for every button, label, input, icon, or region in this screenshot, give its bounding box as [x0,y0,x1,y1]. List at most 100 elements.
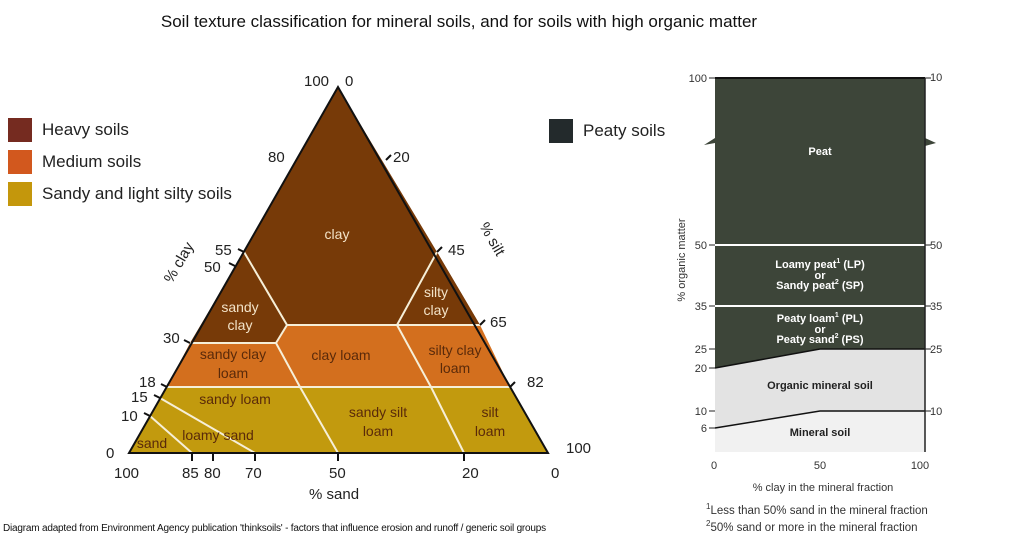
legend-item-peaty: Peaty soils [549,119,665,143]
label-clay-loam: clay loam [311,347,370,363]
footnote-2: 250% sand or more in the mineral fractio… [706,519,918,534]
region-sandy-clay-loam [167,343,300,387]
xtick-100: 100 [911,460,929,472]
region-silty-clay-loam [397,325,510,387]
footnote-marker: 2 [706,519,711,528]
ytick-20: 20 [695,363,707,375]
legend-item-heavy: Heavy soils [8,114,232,146]
label-sandy-clay-1: sandy [221,299,258,315]
y-axis-label: % organic matter [676,218,688,301]
band-label-organic-mineral: Organic mineral soil [767,380,873,392]
band-label-peaty-loam: Peaty loam1 (PL) [777,312,864,325]
tick-silt-0: 0 [345,73,353,90]
footnote-marker: 1 [706,502,711,511]
soil-legend: Heavy soils Medium soils Sandy and light… [8,114,232,210]
region-silty-clay [397,252,480,325]
band-label-mineral: Mineral soil [790,427,851,439]
tick-clay-55: 55 [215,242,232,259]
axis-label-sand: % sand [309,486,359,503]
tick-sand-85: 85 [182,465,199,482]
tick-clay-0: 0 [106,445,114,462]
tick-clay-10: 10 [121,408,138,425]
footnote-text: 50% sand or more in the mineral fraction [710,521,918,534]
tick-sand-50: 50 [329,465,346,482]
ytick-35: 35 [695,301,707,313]
label-loamy-sand: loamy sand [182,427,254,443]
label-silty-clay-2: clay [424,302,449,318]
ytick-right-10: 10 [930,406,942,418]
legend-label: Medium soils [42,152,142,171]
label-silt-loam-1: silt [481,404,498,420]
footnote-text: Less than 50% sand in the mineral fracti… [710,504,928,517]
label-sandy-clay-loam-2: loam [218,365,248,381]
ytick-25: 25 [695,344,707,356]
ytick-100: 100 [689,73,707,85]
band-label-sandy-peat: Sandy peat2 (SP) [776,279,864,292]
page-title: Soil texture classification for mineral … [160,12,758,31]
band-label-peaty-sand: Peaty sand2 (PS) [776,333,863,346]
band-organic-mineral [715,349,925,428]
source-caption: Diagram adapted from Environment Agency … [3,523,546,534]
tick-clay-50: 50 [204,259,221,276]
tick-clay-15: 15 [131,389,148,406]
swatch-medium-icon [8,150,32,174]
label-silty-clay-loam-2: loam [440,360,470,376]
tick-clay-30: 30 [163,330,180,347]
organic-matter-chart: 100 50 35 25 20 10 6 10 50 35 25 10 0 50… [676,72,942,494]
axis-label-silt: % silt [476,220,509,260]
tick-sand-70: 70 [245,465,262,482]
tick-clay-100: 100 [304,73,329,90]
label-silty-clay-loam-1: silty clay [429,342,482,358]
label-sandy-silt-loam-1: sandy silt [349,404,407,420]
band-peat-dark [715,78,925,368]
swatch-heavy-icon [8,118,32,142]
ytick-right-50: 50 [930,240,942,252]
tick-silt-65: 65 [490,314,507,331]
label-clay: clay [325,226,350,242]
xtick-0: 0 [711,460,717,472]
label-silty-clay-1: silty [424,284,448,300]
label-sandy-silt-loam-2: loam [363,423,393,439]
legend-label: Sandy and light silty soils [42,184,232,203]
label-sandy-loam: sandy loam [199,391,271,407]
swatch-peaty-icon [549,119,573,143]
band-label-peat: Peat [808,146,832,158]
ytick-right-25: 25 [930,344,942,356]
tick-clay-80: 80 [268,149,285,166]
ytick-6: 6 [701,423,707,435]
region-light-soils [129,387,548,453]
region-clay-loam [276,325,431,387]
swatch-light-icon [8,182,32,206]
footnote-1: 1Less than 50% sand in the mineral fract… [706,502,928,517]
axis-label-clay: % clay [161,239,198,286]
band-label-or-1: or [815,270,827,282]
tick-silt-82: 82 [527,374,544,391]
legend-item-light: Sandy and light silty soils [8,178,232,210]
legend-label: Heavy soils [42,120,129,139]
tick-silt-20: 20 [393,149,410,166]
legend-label: Peaty soils [583,121,666,140]
label-sandy-clay-2: clay [228,317,253,333]
tick-sand-100: 100 [114,465,139,482]
ytick-right-35: 35 [930,301,942,313]
tick-silt-45: 45 [448,242,465,259]
ytick-right-top: 10 [930,72,942,84]
tick-sand-80: 80 [204,465,221,482]
band-label-or-2: or [815,324,827,336]
ytick-50: 50 [695,240,707,252]
region-sandy-clay [190,252,287,343]
tick-clay-18: 18 [139,374,156,391]
label-sandy-clay-loam-1: sandy clay [200,346,266,362]
band-mineral [715,411,925,452]
region-clay [244,87,480,325]
texture-triangle: clay sandy clay silty clay sandy clay lo… [106,73,591,503]
tick-silt-100: 100 [566,440,591,457]
ytick-10: 10 [695,406,707,418]
label-silt-loam-2: loam [475,423,505,439]
x-axis-label: % clay in the mineral fraction [753,482,894,494]
label-sand: sand [137,435,167,451]
legend-item-medium: Medium soils [8,146,232,178]
xtick-50: 50 [814,460,826,472]
band-label-loamy-peat: Loamy peat1 (LP) [775,258,865,271]
